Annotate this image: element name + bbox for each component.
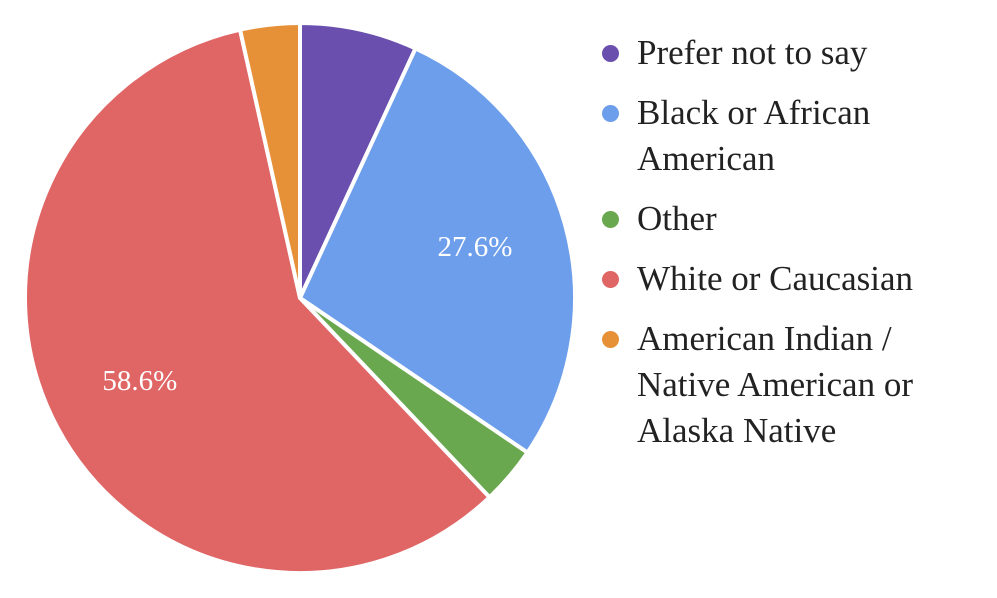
legend-item: Other [600,196,940,242]
legend-swatch [602,271,619,288]
legend-swatch [602,105,619,122]
legend: Prefer not to say Black or African Americ… [600,30,940,468]
data-label: 58.6% [102,365,177,397]
pie-slice [298,21,418,300]
legend-label: Prefer not to say [637,33,868,72]
legend-label: Other [637,199,717,238]
legend-item: White or Caucasian [600,256,940,302]
pie-slice [298,46,577,455]
legend-swatch [602,331,619,348]
pie-slice [238,21,302,300]
legend-swatch [602,211,619,228]
legend-label: American Indian / Native American or Ala… [637,319,914,450]
legend-swatch [602,45,619,62]
legend-label: Black or African American [637,93,871,178]
legend-item: American Indian / Native American or Ala… [600,316,940,454]
data-label: 27.6% [437,231,512,263]
legend-item: Prefer not to say [600,30,940,76]
pie-slice [23,27,492,575]
legend-item: Black or African American [600,90,940,182]
legend-label: White or Caucasian [637,259,914,298]
pie-area: 27.6% 58.6% [23,21,577,575]
